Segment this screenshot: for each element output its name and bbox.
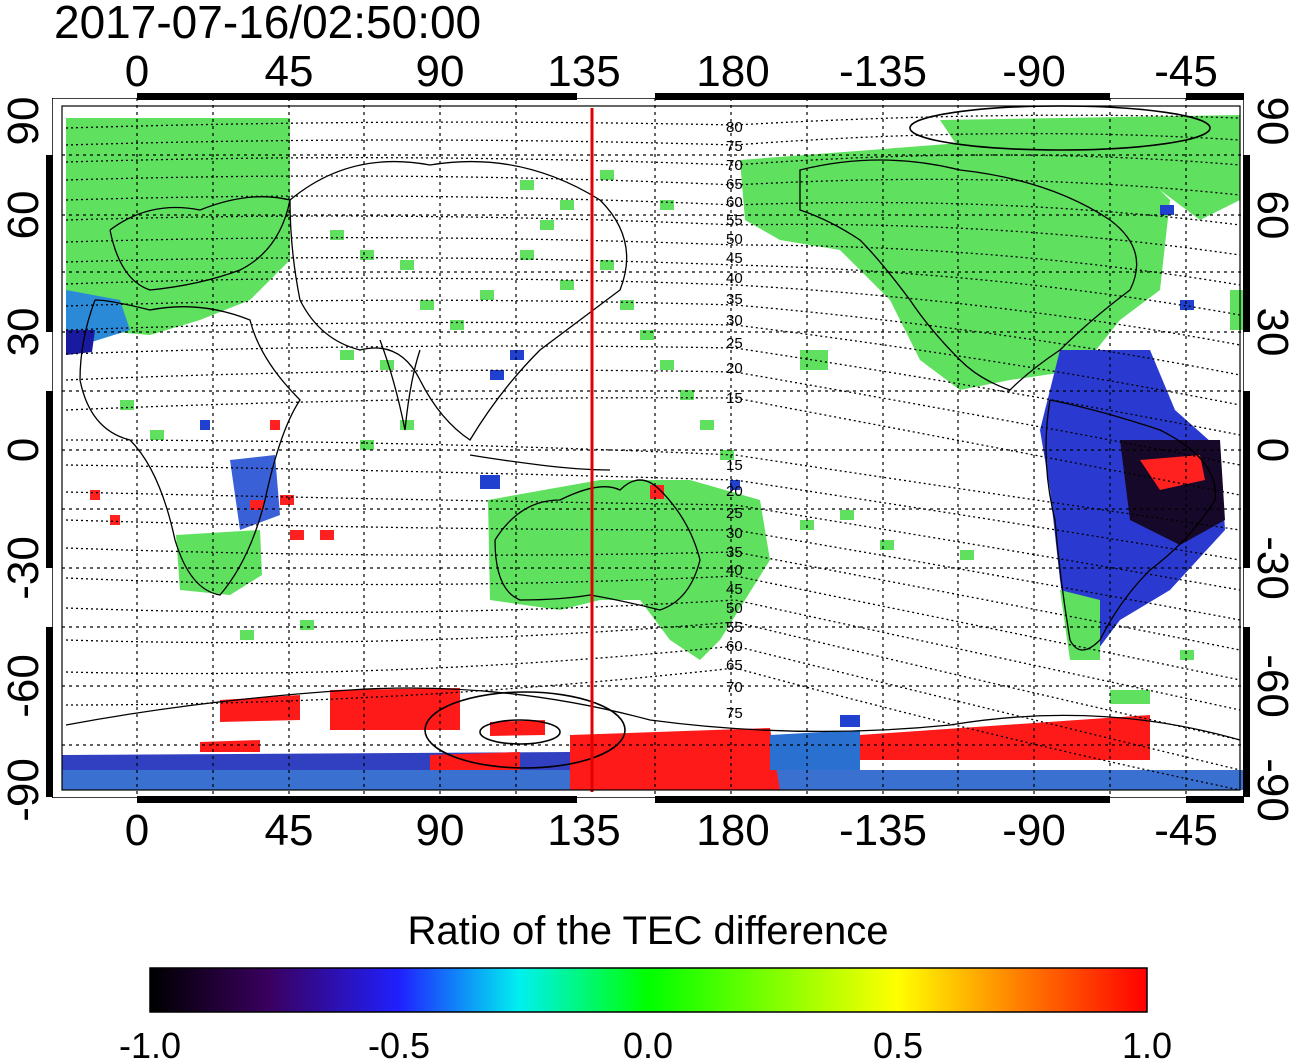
x-tick-label: 45 xyxy=(265,806,314,855)
contour-label: 65 xyxy=(726,657,743,674)
colorbar-title: Ratio of the TEC difference xyxy=(407,909,888,953)
x-tick-label: 0 xyxy=(125,47,149,96)
colorbar-tick-label: -1.0 xyxy=(119,1025,181,1064)
contour-label: 60 xyxy=(726,638,743,655)
x-tick-label: 90 xyxy=(416,47,465,96)
x-tick-label: -90 xyxy=(1002,806,1066,855)
y-tick-label: 0 xyxy=(1248,438,1296,462)
contour-label: 30 xyxy=(726,312,743,329)
contour-label: 15 xyxy=(726,457,743,474)
x-tick-label: -45 xyxy=(1154,47,1218,96)
y-tick-label: 90 xyxy=(0,97,48,146)
colorbar-tick-label: 0.5 xyxy=(873,1025,923,1064)
x-tick-label: -90 xyxy=(1002,47,1066,96)
x-tick-label: -45 xyxy=(1154,806,1218,855)
y-tick-label: -60 xyxy=(0,654,48,718)
contour-label: 45 xyxy=(726,250,743,267)
contour-label: 15 xyxy=(726,390,743,407)
tec-data-cells xyxy=(120,170,1194,704)
contour-label: 35 xyxy=(726,544,743,561)
contour-labels-north: 80 75 70 65 60 55 50 45 40 35 30 25 20 1… xyxy=(726,119,743,407)
grid-lines xyxy=(62,98,1244,798)
contour-label: 75 xyxy=(726,705,743,722)
x-tick-label: 90 xyxy=(416,806,465,855)
x-tick-label: 180 xyxy=(696,806,769,855)
contour-label: 40 xyxy=(726,270,743,287)
y-tick-label: -30 xyxy=(0,536,48,600)
contour-label: 25 xyxy=(726,505,743,522)
y-tick-label: -60 xyxy=(1248,654,1296,718)
contour-label: 65 xyxy=(726,176,743,193)
x-tick-label: 0 xyxy=(125,806,149,855)
contour-label: 20 xyxy=(726,483,743,500)
y-axis-left: 90 60 30 0 -30 -60 -90 xyxy=(0,97,48,822)
y-tick-label: -30 xyxy=(1248,536,1296,600)
contour-label: 25 xyxy=(726,335,743,352)
axis-bars xyxy=(46,93,1250,803)
colorbar-tick-label: 1.0 xyxy=(1122,1025,1172,1064)
y-tick-label: 0 xyxy=(0,438,48,462)
tec-data-cells-blue xyxy=(200,205,1194,727)
y-tick-label: 30 xyxy=(1248,308,1296,357)
x-tick-label: -135 xyxy=(839,806,927,855)
y-tick-label: 90 xyxy=(1248,97,1296,146)
x-tick-label: 135 xyxy=(547,47,620,96)
y-tick-label: 60 xyxy=(0,191,48,240)
y-axis-right: 90 60 30 0 -30 -60 -90 xyxy=(1248,97,1296,822)
contour-label: 30 xyxy=(726,525,743,542)
contour-label: 40 xyxy=(726,562,743,579)
contour-label: 75 xyxy=(726,138,743,155)
colorbar-gradient xyxy=(149,967,1148,1013)
contour-label: 70 xyxy=(726,157,743,174)
map-panel xyxy=(52,98,1244,798)
x-tick-label: -135 xyxy=(839,47,927,96)
contour-label: 50 xyxy=(726,600,743,617)
x-axis-top: 0 45 90 135 180 -135 -90 -45 xyxy=(125,47,1218,96)
colorbar-tick-label: 0.0 xyxy=(623,1025,673,1064)
timestamp-label: 2017-07-16/02:50:00 xyxy=(54,0,481,48)
y-tick-label: 30 xyxy=(0,308,48,357)
contour-label: 80 xyxy=(726,119,743,136)
colorbar-tick-label: -0.5 xyxy=(368,1025,430,1064)
contour-label: 50 xyxy=(726,231,743,248)
contour-label: 60 xyxy=(726,194,743,211)
tec-data-cells-red xyxy=(90,420,664,540)
contour-label: 55 xyxy=(726,619,743,636)
contour-label: 20 xyxy=(726,360,743,377)
contour-labels-south: 15 20 25 30 35 40 45 50 55 60 65 70 75 xyxy=(726,457,743,722)
colorbar-ticks: -1.0 -0.5 0.0 0.5 1.0 xyxy=(119,1025,1172,1064)
contour-label: 35 xyxy=(726,291,743,308)
y-tick-label: 60 xyxy=(1248,191,1296,240)
coastlines xyxy=(65,159,1241,741)
contour-label: 45 xyxy=(726,581,743,598)
contour-label: 55 xyxy=(726,212,743,229)
y-tick-label: -90 xyxy=(1248,758,1296,822)
x-axis-bottom: 0 45 90 135 180 -135 -90 -45 xyxy=(125,806,1218,855)
x-tick-label: 45 xyxy=(265,47,314,96)
y-tick-label: -90 xyxy=(0,758,48,822)
x-tick-label: 135 xyxy=(547,806,620,855)
contour-label: 70 xyxy=(726,679,743,696)
x-tick-label: 180 xyxy=(696,47,769,96)
magnetic-contours xyxy=(65,114,1241,791)
colorbar: Ratio of the TEC difference -1.0 -0.5 0.… xyxy=(119,909,1172,1064)
